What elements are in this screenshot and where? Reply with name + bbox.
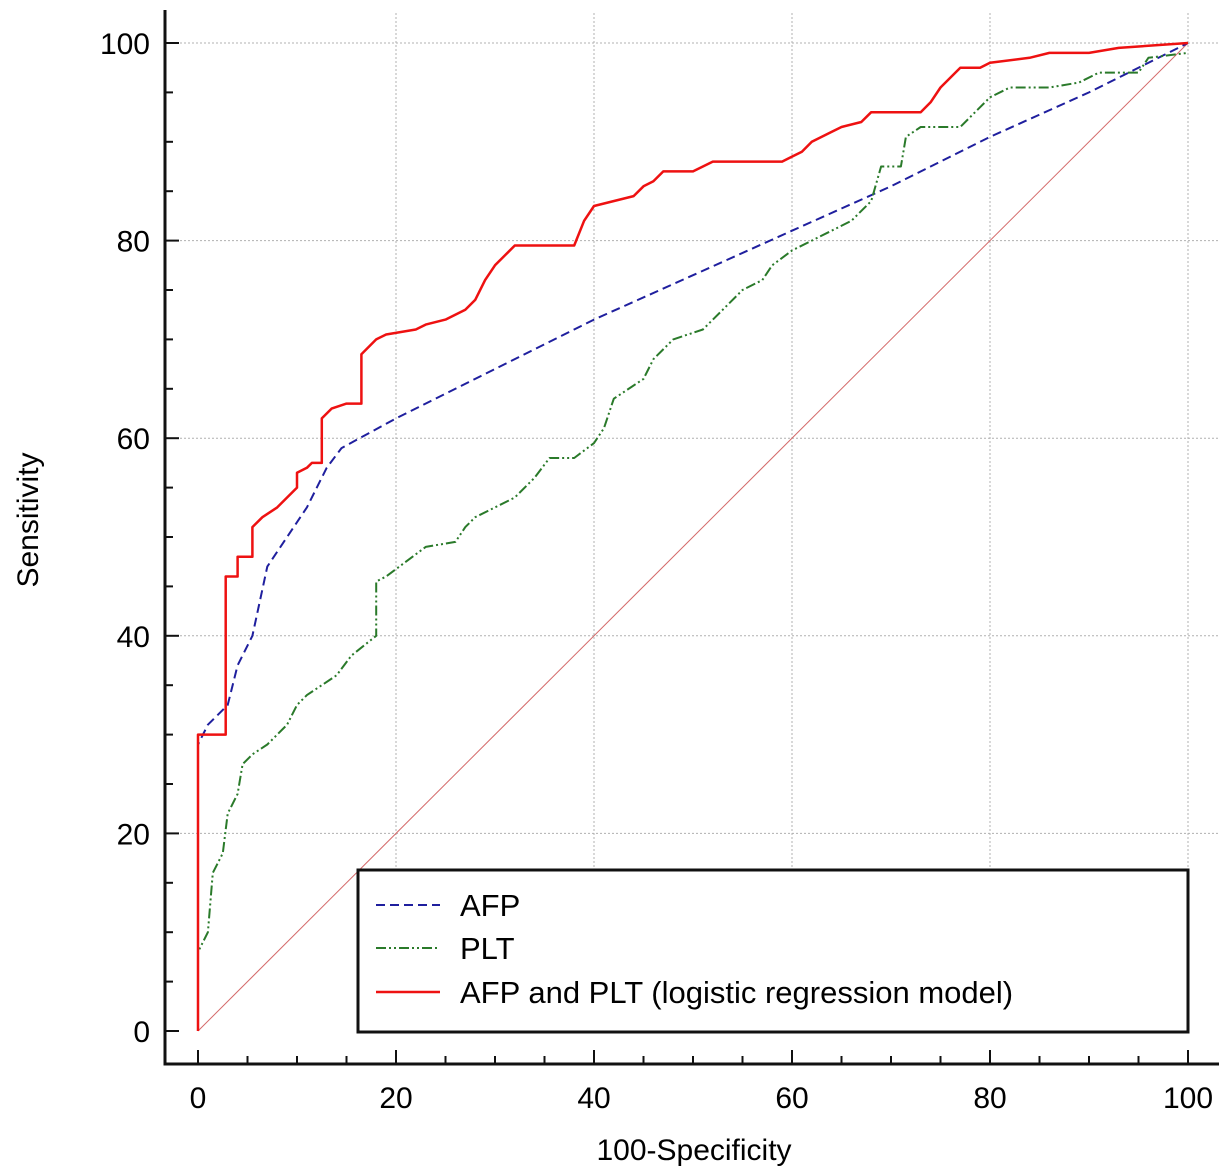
y-tick-label: 100 bbox=[100, 28, 150, 61]
y-tick-label: 20 bbox=[117, 818, 150, 851]
x-tick-label: 80 bbox=[973, 1082, 1006, 1115]
legend-box bbox=[356, 868, 1190, 1034]
y-axis-title: Sensitivity bbox=[12, 452, 45, 587]
x-tick-label: 0 bbox=[190, 1082, 207, 1115]
grid-lines bbox=[168, 13, 1218, 1031]
reference-diagonal bbox=[197, 42, 1189, 1032]
legend-label-plt: PLT bbox=[460, 931, 515, 966]
y-tick-label: 40 bbox=[117, 621, 150, 654]
x-tick-label: 20 bbox=[379, 1082, 412, 1115]
series-lines bbox=[196, 41, 1189, 1031]
x-axis-title: 100-Specificity bbox=[596, 1134, 791, 1167]
y-tick-label: 60 bbox=[117, 423, 150, 456]
series-line-0 bbox=[197, 42, 1189, 1031]
x-tick-label: 100 bbox=[1163, 1082, 1213, 1115]
x-tick-label: 40 bbox=[577, 1082, 610, 1115]
x-tick-label: 60 bbox=[775, 1082, 808, 1115]
legend: AFP PLT AFP and PLT (logistic regression… bbox=[356, 868, 1190, 1034]
y-tick-label: 80 bbox=[117, 226, 150, 259]
series-line-1 bbox=[197, 51, 1189, 1031]
legend-label-afp: AFP bbox=[460, 888, 520, 923]
series-line-2 bbox=[196, 41, 1189, 1031]
y-tick-label: 0 bbox=[133, 1016, 150, 1049]
axes bbox=[163, 10, 1219, 1066]
legend-label-combined: AFP and PLT (logistic regression model) bbox=[460, 975, 1013, 1010]
reference-line bbox=[197, 42, 1189, 1032]
tick-labels: 0 20 40 60 80 100 0 20 40 60 80 100 bbox=[100, 28, 1213, 1115]
